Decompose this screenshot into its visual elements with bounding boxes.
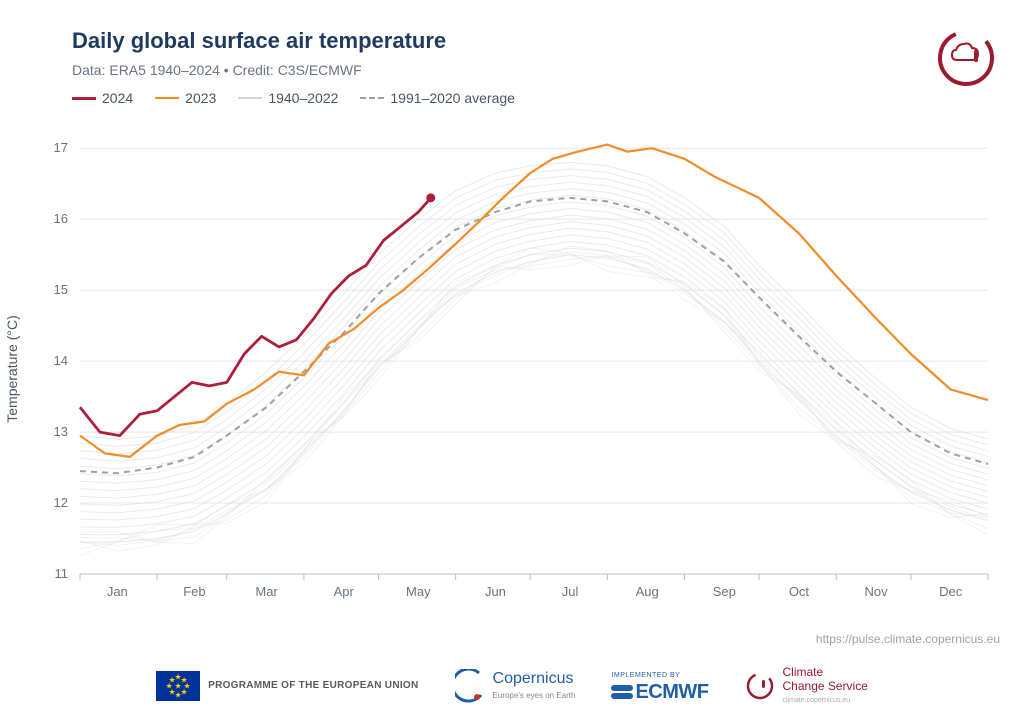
ecmwf-icon (611, 683, 633, 701)
svg-text:Jun: Jun (485, 584, 506, 599)
line-chart: 11 12 13 14 15 16 17 Jan Feb Mar Apr May Jun Jul Aug Se… (18, 124, 1006, 614)
source-url: https://pulse.climate.copernicus.eu (816, 632, 1000, 646)
ecmwf-text: IMPLEMENTED BY ECMWF (611, 668, 708, 704)
copernicus-icon (455, 669, 485, 703)
svg-text:Feb: Feb (183, 584, 205, 599)
legend-item: 2023 (155, 90, 216, 106)
legend: 2024 2023 1940–2022 1991–2020 average (72, 90, 1024, 106)
svg-text:Sep: Sep (713, 584, 736, 599)
svg-text:Apr: Apr (334, 584, 355, 599)
legend-item: 1940–2022 (238, 90, 338, 106)
svg-text:Jul: Jul (562, 584, 579, 599)
svg-text:11: 11 (55, 566, 69, 581)
svg-text:Mar: Mar (255, 584, 278, 599)
legend-label: 1940–2022 (268, 90, 338, 106)
c3s-logo-block: Climate Change Service climate.copernicu… (745, 666, 868, 706)
svg-text:Nov: Nov (864, 584, 888, 599)
chart-header: Daily global surface air temperature Dat… (0, 0, 1024, 106)
svg-text:14: 14 (54, 353, 68, 368)
c3s-logo-icon (936, 28, 996, 88)
legend-swatch (72, 97, 96, 100)
eu-flag-icon (156, 671, 200, 701)
legend-item: 1991–2020 average (360, 90, 515, 106)
chart-area: Temperature (°C) 11121314151617JanFebMar… (18, 124, 1006, 614)
legend-label: 1991–2020 average (390, 90, 515, 106)
svg-text:12: 12 (54, 495, 68, 510)
c3s-text: Climate Change Service climate.copernicu… (783, 666, 868, 706)
svg-text:May: May (406, 584, 431, 599)
chart-subtitle: Data: ERA5 1940–2024 • Credit: C3S/ECMWF (72, 62, 1024, 78)
eu-text: PROGRAMME OF THE EUROPEAN UNION (208, 680, 418, 692)
svg-text:16: 16 (54, 211, 68, 226)
svg-text:Jan: Jan (107, 584, 128, 599)
eu-logo-block: PROGRAMME OF THE EUROPEAN UNION (156, 671, 418, 701)
chart-title: Daily global surface air temperature (72, 28, 1024, 54)
legend-label: 2023 (185, 90, 216, 106)
legend-swatch (360, 97, 384, 99)
ecmwf-logo-block: IMPLEMENTED BY ECMWF (611, 668, 708, 704)
svg-text:17: 17 (54, 140, 68, 155)
copernicus-text: Copernicus Europe's eyes on Earth (493, 670, 576, 701)
svg-text:Dec: Dec (939, 584, 963, 599)
y-axis-label: Temperature (°C) (4, 315, 20, 423)
svg-text:Aug: Aug (636, 584, 659, 599)
legend-item: 2024 (72, 90, 133, 106)
svg-text:15: 15 (54, 282, 68, 297)
footer-logos: PROGRAMME OF THE EUROPEAN UNION Copernic… (0, 666, 1024, 706)
legend-swatch (155, 97, 179, 99)
legend-swatch (238, 97, 262, 98)
copernicus-logo-block: Copernicus Europe's eyes on Earth (455, 669, 576, 703)
c3s-footer-icon (745, 671, 775, 701)
legend-label: 2024 (102, 90, 133, 106)
svg-text:13: 13 (54, 424, 68, 439)
svg-text:Oct: Oct (789, 584, 810, 599)
